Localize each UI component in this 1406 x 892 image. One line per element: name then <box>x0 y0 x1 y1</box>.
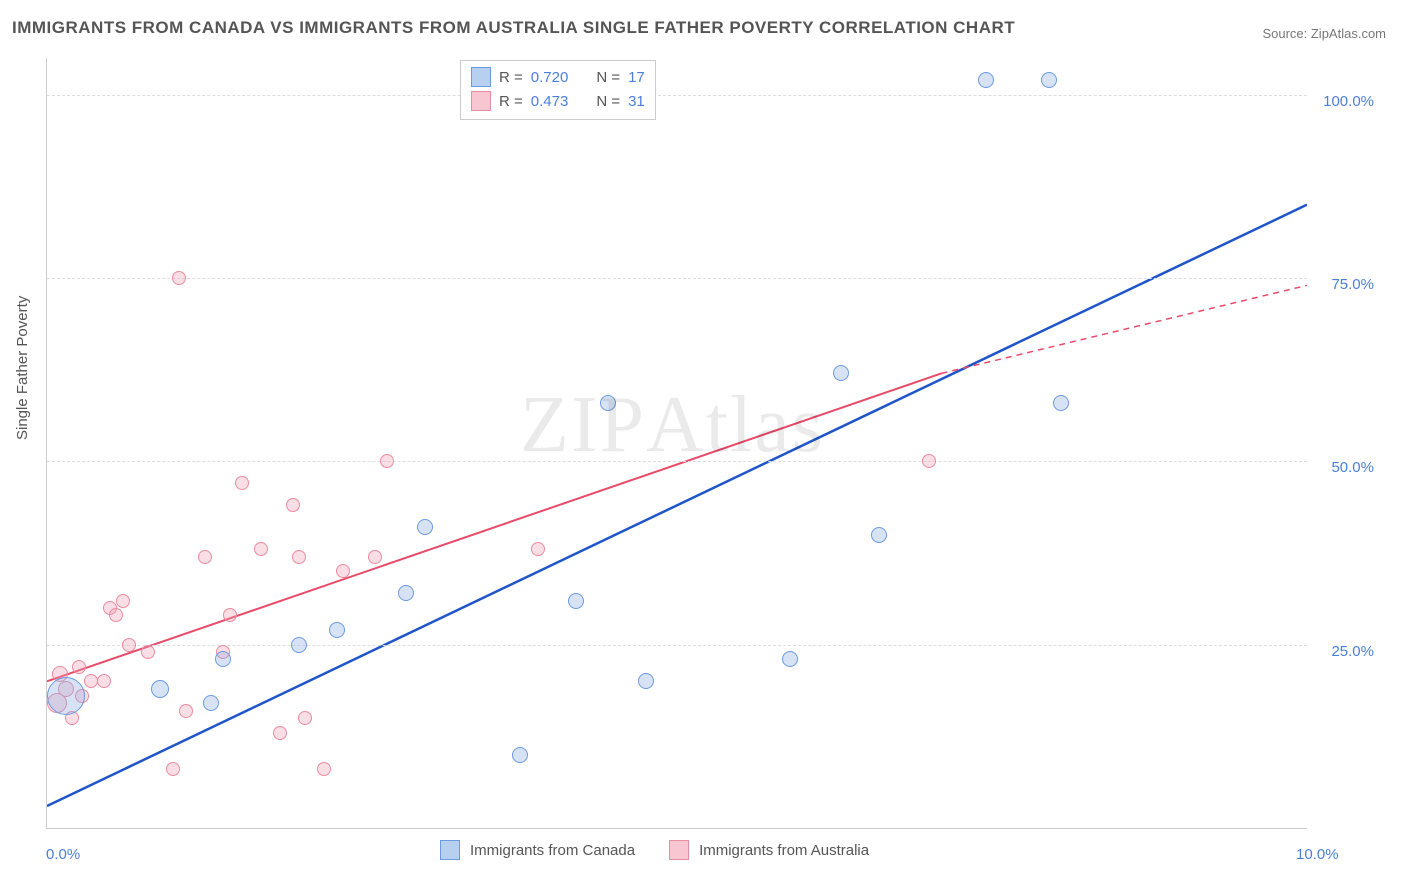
canada-point <box>871 527 887 543</box>
y-tick-label: 25.0% <box>1314 643 1374 660</box>
gridline <box>47 278 1307 279</box>
gridline <box>47 95 1307 96</box>
australia-point <box>109 608 123 622</box>
australia-point <box>254 542 268 556</box>
trend-lines-layer <box>47 58 1307 828</box>
australia-point <box>223 608 237 622</box>
canada-point <box>1041 72 1057 88</box>
canada-point <box>203 695 219 711</box>
australia-point <box>380 454 394 468</box>
legend-n-value: 31 <box>628 93 645 110</box>
canada-point <box>329 622 345 638</box>
australia-point <box>122 638 136 652</box>
legend-n-label: N = <box>596 69 620 86</box>
australia-point <box>368 550 382 564</box>
canada-point <box>215 651 231 667</box>
legend-r-label: R = <box>499 93 523 110</box>
canada-point <box>833 365 849 381</box>
gridline <box>47 461 1307 462</box>
australia-point <box>116 594 130 608</box>
x-tick-label-right: 10.0% <box>1296 846 1339 863</box>
australia-point <box>179 704 193 718</box>
australia-point <box>72 660 86 674</box>
canada-point <box>600 395 616 411</box>
australia-point <box>141 645 155 659</box>
australia-point <box>273 726 287 740</box>
australia-point <box>298 711 312 725</box>
gridline <box>47 645 1307 646</box>
legend-series-label: Immigrants from Australia <box>699 842 869 859</box>
chart-source: Source: ZipAtlas.com <box>1262 26 1386 41</box>
australia-point <box>235 476 249 490</box>
legend-r-label: R = <box>499 69 523 86</box>
legend-r-value: 0.473 <box>531 93 569 110</box>
australia-point <box>286 498 300 512</box>
canada-point <box>47 677 85 715</box>
trend-line <box>942 285 1307 373</box>
canada-point <box>512 747 528 763</box>
trend-line <box>47 205 1307 806</box>
legend-row: R = 0.473 N = 31 <box>471 89 645 113</box>
y-tick-label: 100.0% <box>1314 93 1374 110</box>
australia-point <box>166 762 180 776</box>
australia-point <box>317 762 331 776</box>
canada-point <box>417 519 433 535</box>
legend-swatch <box>440 840 460 860</box>
legend-swatch <box>669 840 689 860</box>
legend-n-label: N = <box>596 93 620 110</box>
x-tick-label-left: 0.0% <box>46 846 80 863</box>
y-tick-label: 50.0% <box>1314 459 1374 476</box>
legend-n-value: 17 <box>628 69 645 86</box>
plot-area <box>46 58 1307 829</box>
legend-series-label: Immigrants from Canada <box>470 842 635 859</box>
australia-point <box>922 454 936 468</box>
canada-point <box>151 680 169 698</box>
y-tick-label: 75.0% <box>1314 276 1374 293</box>
australia-point <box>531 542 545 556</box>
correlation-legend: R = 0.720 N = 17 R = 0.473 N = 31 <box>460 60 656 120</box>
canada-point <box>782 651 798 667</box>
australia-point <box>336 564 350 578</box>
canada-point <box>1053 395 1069 411</box>
y-axis-label: Single Father Poverty <box>14 296 31 440</box>
australia-point <box>198 550 212 564</box>
canada-point <box>638 673 654 689</box>
canada-point <box>568 593 584 609</box>
legend-swatch <box>471 91 491 111</box>
australia-point <box>172 271 186 285</box>
trend-line <box>47 373 942 681</box>
canada-point <box>978 72 994 88</box>
chart-title: IMMIGRANTS FROM CANADA VS IMMIGRANTS FRO… <box>12 18 1015 38</box>
canada-point <box>291 637 307 653</box>
australia-point <box>292 550 306 564</box>
series-legend: Immigrants from Canada Immigrants from Au… <box>440 840 893 860</box>
canada-point <box>398 585 414 601</box>
legend-swatch <box>471 67 491 87</box>
australia-point <box>97 674 111 688</box>
legend-r-value: 0.720 <box>531 69 569 86</box>
legend-row: R = 0.720 N = 17 <box>471 65 645 89</box>
